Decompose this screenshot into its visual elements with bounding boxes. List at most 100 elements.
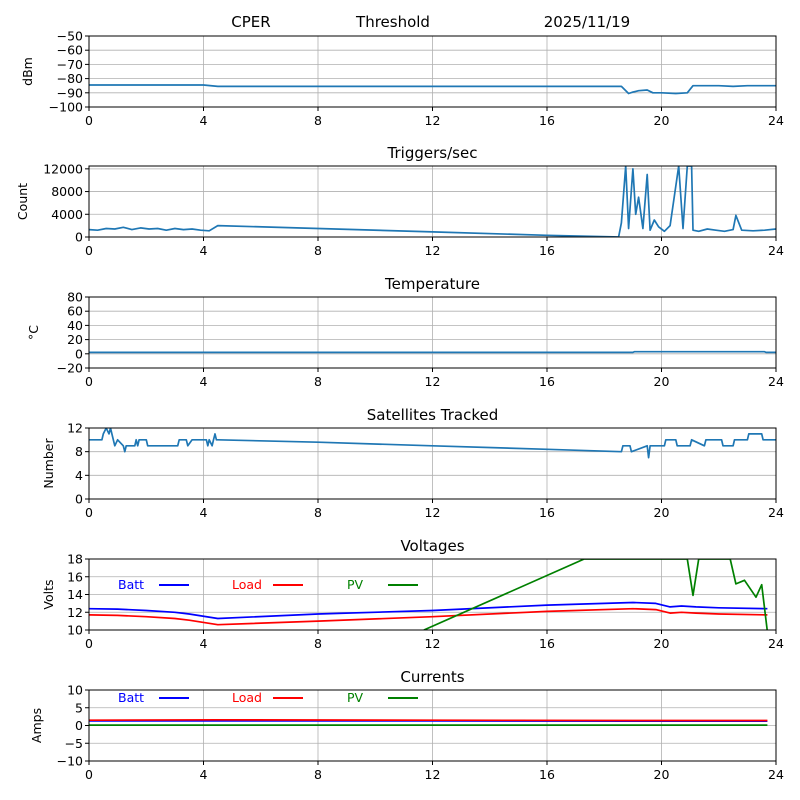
panel-title: Currents bbox=[400, 668, 464, 686]
header-station: CPER bbox=[231, 13, 270, 31]
y-tick-label: −60 bbox=[57, 43, 83, 58]
series-line-load bbox=[89, 718, 768, 722]
legend-label: Batt bbox=[118, 577, 144, 592]
y-axis-label: dBm bbox=[20, 57, 35, 86]
series-line-satellites bbox=[89, 428, 776, 459]
x-tick-label: 8 bbox=[314, 374, 322, 389]
y-tick-label: 10 bbox=[67, 623, 83, 638]
header-date: 2025/11/19 bbox=[544, 13, 630, 31]
y-tick-label: 12 bbox=[67, 605, 83, 620]
series-line-threshold bbox=[89, 84, 776, 95]
y-axis-label: Count bbox=[15, 183, 30, 220]
legend-label: PV bbox=[347, 577, 364, 592]
panel-4: Batt Load PV 0 4 8 12 16 20 24 10 12 14 16 18 Voltages V… bbox=[41, 537, 784, 651]
series-line-batt bbox=[89, 601, 768, 620]
y-tick-label: −70 bbox=[57, 57, 83, 72]
x-tick-label: 0 bbox=[85, 505, 93, 520]
y-tick-label: −10 bbox=[57, 754, 83, 769]
panel-title: Voltages bbox=[400, 537, 464, 555]
x-tick-label: 0 bbox=[85, 113, 93, 128]
x-tick-label: 8 bbox=[314, 505, 322, 520]
x-tick-label: 16 bbox=[539, 505, 555, 520]
x-tick-label: 12 bbox=[425, 374, 441, 389]
x-tick-label: 24 bbox=[768, 374, 784, 389]
x-tick-label: 0 bbox=[85, 243, 93, 258]
panel-3: 0 4 8 12 16 20 24 0 4 8 12 Satellites Tracked Number bbox=[41, 406, 784, 520]
y-tick-label: 0 bbox=[75, 492, 83, 507]
x-tick-label: 20 bbox=[654, 505, 670, 520]
x-tick-label: 12 bbox=[425, 636, 441, 651]
panel-title: Triggers/sec bbox=[387, 144, 478, 162]
series-line-temperature bbox=[89, 350, 776, 354]
legend-label: Batt bbox=[118, 690, 144, 705]
x-tick-label: 4 bbox=[200, 767, 208, 782]
y-axis-label: Number bbox=[41, 438, 56, 489]
y-tick-label: −20 bbox=[57, 361, 83, 376]
y-tick-label: 60 bbox=[67, 304, 83, 319]
legend-label: PV bbox=[347, 690, 364, 705]
x-tick-label: 4 bbox=[200, 374, 208, 389]
y-tick-label: 4 bbox=[75, 468, 83, 483]
y-tick-label: 10 bbox=[67, 683, 83, 698]
y-tick-label: 80 bbox=[67, 290, 83, 305]
y-tick-label: 8000 bbox=[51, 184, 83, 199]
x-tick-label: 4 bbox=[200, 113, 208, 128]
y-tick-label: 20 bbox=[67, 332, 83, 347]
x-tick-label: 20 bbox=[654, 243, 670, 258]
x-tick-label: 8 bbox=[314, 636, 322, 651]
panel-0: 0 4 8 12 16 20 24 −100−90−80−70−60−50 dBm bbox=[20, 29, 784, 129]
x-tick-label: 24 bbox=[768, 505, 784, 520]
x-tick-label: 0 bbox=[85, 636, 93, 651]
legend-label: Load bbox=[232, 690, 262, 705]
x-tick-label: 8 bbox=[314, 113, 322, 128]
x-tick-label: 16 bbox=[539, 636, 555, 651]
x-tick-label: 4 bbox=[200, 505, 208, 520]
y-tick-label: 0 bbox=[75, 230, 83, 245]
x-tick-label: 12 bbox=[425, 767, 441, 782]
x-tick-label: 20 bbox=[654, 374, 670, 389]
y-tick-label: 12 bbox=[67, 421, 83, 436]
y-tick-label: 0 bbox=[75, 346, 83, 361]
y-axis-label: °C bbox=[26, 325, 41, 340]
y-tick-label: 18 bbox=[67, 552, 83, 567]
panel-title: Satellites Tracked bbox=[367, 406, 498, 424]
x-tick-label: 20 bbox=[654, 636, 670, 651]
y-tick-label: −50 bbox=[57, 29, 83, 44]
series-line-triggers bbox=[89, 166, 776, 237]
x-tick-label: 16 bbox=[539, 243, 555, 258]
header-mode: Threshold bbox=[355, 13, 430, 31]
x-tick-label: 12 bbox=[425, 113, 441, 128]
x-tick-label: 20 bbox=[654, 767, 670, 782]
panel-5: Batt Load PV 0 4 8 12 16 20 24 −10 −5 0 5 10 Currents Am… bbox=[29, 668, 784, 782]
y-tick-label: 12000 bbox=[43, 161, 83, 176]
x-tick-label: 12 bbox=[425, 243, 441, 258]
y-tick-label: 16 bbox=[67, 569, 83, 584]
x-tick-label: 0 bbox=[85, 374, 93, 389]
series-line-pv bbox=[423, 559, 769, 630]
series-line-load bbox=[89, 607, 768, 626]
y-tick-label: 8 bbox=[75, 444, 83, 459]
x-tick-label: 24 bbox=[768, 636, 784, 651]
x-tick-label: 24 bbox=[768, 767, 784, 782]
x-tick-label: 24 bbox=[768, 113, 784, 128]
x-tick-label: 8 bbox=[314, 767, 322, 782]
x-tick-label: 12 bbox=[425, 505, 441, 520]
y-tick-label: 4000 bbox=[51, 207, 83, 222]
y-tick-label: 14 bbox=[67, 587, 83, 602]
x-tick-label: 4 bbox=[200, 636, 208, 651]
y-tick-label: −90 bbox=[57, 85, 83, 100]
x-tick-label: 20 bbox=[654, 113, 670, 128]
x-tick-label: 0 bbox=[85, 767, 93, 782]
x-tick-label: 24 bbox=[768, 243, 784, 258]
x-tick-label: 16 bbox=[539, 374, 555, 389]
y-tick-label: 0 bbox=[75, 718, 83, 733]
y-tick-label: −80 bbox=[57, 71, 83, 86]
y-tick-label: −5 bbox=[65, 736, 83, 751]
x-tick-label: 8 bbox=[314, 243, 322, 258]
x-tick-label: 16 bbox=[539, 767, 555, 782]
y-tick-label: 40 bbox=[67, 318, 83, 333]
panel-title: Temperature bbox=[384, 275, 480, 293]
y-axis-label: Amps bbox=[29, 708, 44, 743]
